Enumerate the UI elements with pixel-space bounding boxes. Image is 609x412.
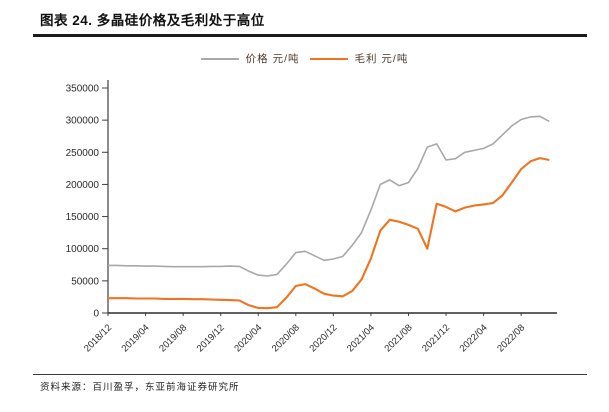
y-tick-label: 300000 xyxy=(66,116,100,127)
x-tick-label: 2022/08 xyxy=(495,322,527,354)
y-tick-label: 150000 xyxy=(66,212,100,223)
x-tick-label: 2021/04 xyxy=(345,322,377,354)
y-tick-label: 200000 xyxy=(66,180,100,191)
price-margin-line-chart: 0 50000 100000 150000 200000 250000 300000 3500… xyxy=(66,80,557,354)
series-line-1 xyxy=(108,157,550,310)
x-tick-label: 2021/12 xyxy=(420,322,452,354)
x-tick-label: 2020/04 xyxy=(232,322,264,354)
y-tick-label: 0 xyxy=(93,309,99,320)
x-tick-label: 2019/04 xyxy=(120,322,152,354)
legend-item-price: 价格 元/吨 xyxy=(200,51,300,66)
title-rule xyxy=(33,34,587,37)
source-rule xyxy=(33,374,587,375)
figure-title: 图表 24. 多晶硅价格及毛利处于高位 xyxy=(40,13,265,28)
x-tick-label: 2019/12 xyxy=(195,322,227,354)
price-line-swatch xyxy=(200,57,239,60)
legend-label-price: 价格 元/吨 xyxy=(245,53,300,65)
legend-item-margin: 毛利 元/吨 xyxy=(309,51,409,66)
y-tick-label: 250000 xyxy=(66,148,100,159)
series-line-0 xyxy=(108,115,550,277)
y-tick-label: 50000 xyxy=(71,276,99,287)
x-tick-label: 2021/08 xyxy=(383,322,415,354)
y-tick-label: 100000 xyxy=(66,244,100,255)
source-note: 资料来源：百川盈孚，东亚前海证券研究所 xyxy=(40,382,240,393)
margin-line-swatch xyxy=(309,57,348,60)
legend-label-margin: 毛利 元/吨 xyxy=(354,53,409,65)
y-tick-label: 350000 xyxy=(66,84,100,95)
x-tick-label: 2019/08 xyxy=(157,322,189,354)
x-tick-label: 2020/08 xyxy=(270,322,302,354)
x-tick-label: 2022/04 xyxy=(458,322,490,354)
chart-legend: 价格 元/吨 毛利 元/吨 xyxy=(0,51,609,66)
x-tick-label: 2018/12 xyxy=(82,322,114,354)
x-tick-label: 2020/12 xyxy=(307,322,339,354)
